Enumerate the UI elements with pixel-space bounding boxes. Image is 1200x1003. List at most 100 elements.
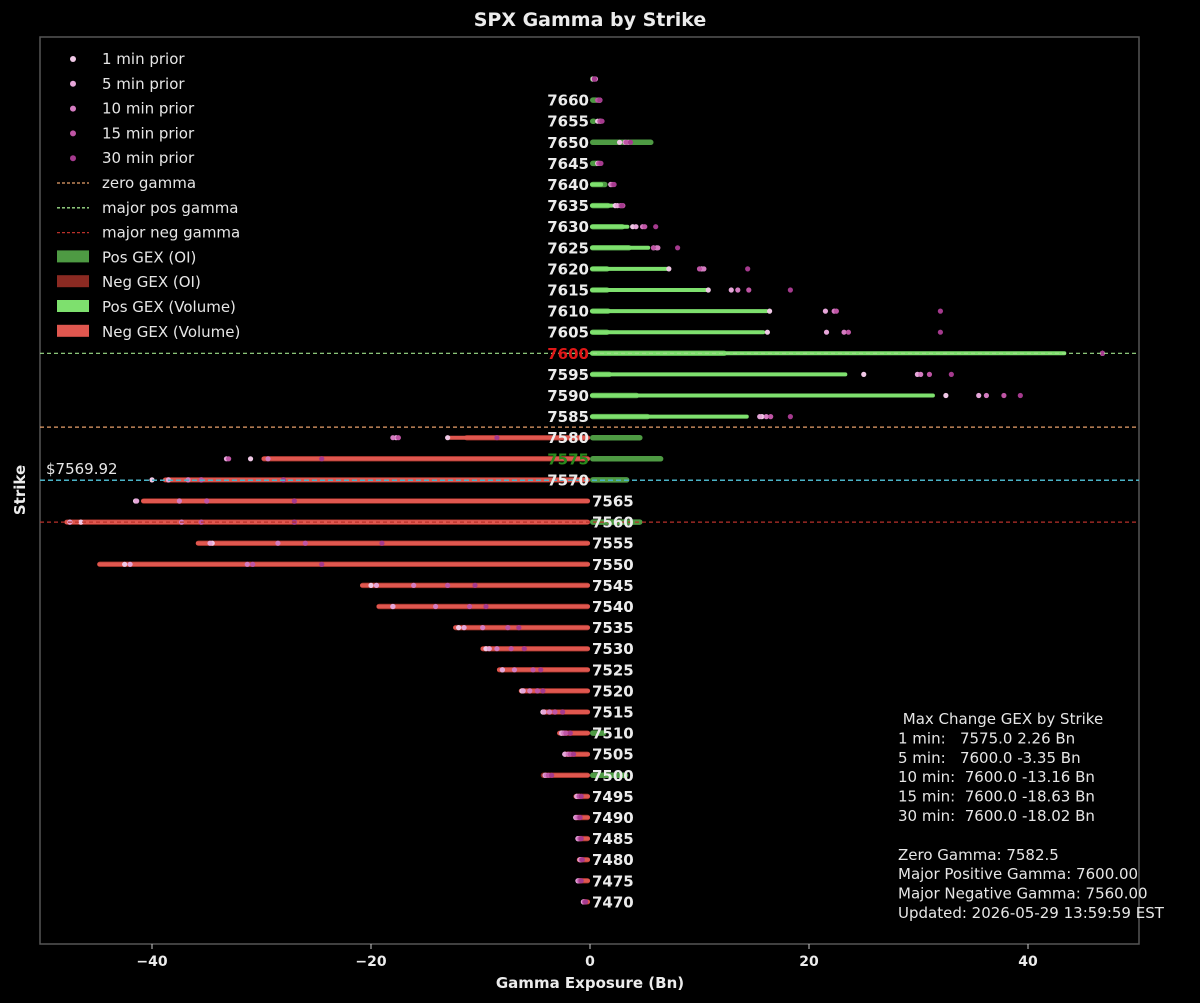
x-tick-label: 20 bbox=[799, 954, 819, 970]
prior-dot bbox=[494, 435, 500, 441]
strike-label: 7660 bbox=[547, 92, 589, 110]
prior-dot bbox=[861, 371, 867, 377]
prior-dot bbox=[642, 224, 648, 230]
legend-marker-dot bbox=[70, 80, 76, 87]
prior-dot bbox=[616, 139, 623, 145]
gex-bar bbox=[590, 203, 615, 208]
strike-label: 7535 bbox=[592, 619, 634, 637]
prior-dot bbox=[265, 456, 271, 462]
prior-dot bbox=[1001, 392, 1007, 399]
prior-dot bbox=[538, 667, 544, 673]
prior-dot bbox=[395, 435, 401, 441]
prior-dot bbox=[411, 582, 417, 589]
prior-dot bbox=[291, 498, 297, 504]
legend-label: 15 min prior bbox=[102, 124, 195, 142]
legend-label: 10 min prior bbox=[102, 100, 195, 118]
prior-dot bbox=[735, 287, 741, 293]
prior-dot bbox=[764, 329, 770, 335]
gex-bar bbox=[590, 309, 769, 314]
strike-labels-layer: 7660 7655 7650 7645 7640 7635 7630 7625 7620 7615… bbox=[547, 92, 634, 912]
prior-dot bbox=[247, 456, 254, 462]
gex-bar bbox=[546, 773, 590, 778]
legend-label: zero gamma bbox=[102, 174, 196, 192]
strike-label: 7530 bbox=[592, 640, 634, 658]
legend-label: major neg gamma bbox=[102, 224, 240, 242]
price-line-layer: $7569.92 bbox=[40, 460, 1139, 481]
prior-dot bbox=[655, 245, 661, 251]
prior-dot bbox=[456, 625, 462, 631]
strike-label: 7640 bbox=[547, 176, 589, 194]
strike-label: 7510 bbox=[592, 725, 634, 743]
prior-dot bbox=[472, 582, 478, 589]
gex-bar bbox=[590, 288, 711, 292]
prior-dot bbox=[483, 603, 489, 610]
prior-dot bbox=[445, 582, 451, 589]
legend-label: Neg GEX (OI) bbox=[102, 273, 201, 291]
strike-label: 7545 bbox=[592, 577, 634, 595]
prior-dot bbox=[675, 245, 681, 251]
strike-label: 7630 bbox=[547, 218, 589, 236]
gex-bar bbox=[590, 266, 672, 271]
legend-marker-dot bbox=[70, 130, 76, 137]
prior-dot bbox=[516, 625, 522, 631]
prior-dot bbox=[1099, 350, 1106, 356]
gex-bar bbox=[376, 604, 590, 609]
prior-dot bbox=[623, 139, 629, 145]
gex-bar bbox=[590, 414, 749, 419]
prior-dot bbox=[701, 266, 707, 272]
prior-dot bbox=[486, 646, 492, 652]
prior-dot bbox=[705, 287, 711, 293]
gex-bar bbox=[447, 435, 590, 440]
x-tick-label: −20 bbox=[355, 954, 386, 970]
prior-dot bbox=[983, 392, 989, 399]
strike-label: 7585 bbox=[547, 408, 589, 426]
strike-label: 7505 bbox=[592, 746, 634, 764]
gex-bar bbox=[590, 393, 935, 398]
prior-dot bbox=[552, 709, 558, 715]
reference-lines-layer bbox=[40, 352, 1139, 523]
prior-dot bbox=[937, 308, 944, 314]
strike-label: 7580 bbox=[547, 429, 589, 447]
prior-dot bbox=[461, 625, 467, 631]
prior-dot bbox=[728, 287, 734, 293]
prior-dot bbox=[226, 456, 232, 462]
gex-bar bbox=[590, 118, 597, 124]
gex-bar bbox=[261, 456, 590, 461]
prior-dot bbox=[757, 414, 763, 420]
prior-dot bbox=[204, 498, 210, 504]
prior-dot bbox=[319, 456, 325, 462]
prior-dot bbox=[540, 688, 546, 694]
prior-dot bbox=[611, 181, 617, 188]
prior-dots-layer bbox=[67, 76, 1106, 905]
prior-dot bbox=[390, 603, 396, 610]
prior-dot bbox=[696, 266, 703, 272]
prior-dot bbox=[583, 899, 589, 905]
strike-label: 7550 bbox=[592, 556, 634, 574]
prior-dot bbox=[577, 814, 583, 821]
legend-label: 30 min prior bbox=[102, 149, 195, 167]
prior-dot bbox=[505, 625, 511, 631]
strike-label: 7515 bbox=[592, 704, 634, 722]
prior-dot bbox=[78, 519, 84, 525]
strike-label: 7620 bbox=[547, 260, 589, 278]
prior-dot bbox=[597, 97, 603, 103]
strike-label: 7600 bbox=[547, 345, 589, 363]
strike-label: 7625 bbox=[547, 239, 589, 257]
strike-label: 7470 bbox=[592, 893, 634, 911]
prior-dot bbox=[627, 139, 634, 145]
prior-dot bbox=[546, 709, 553, 715]
prior-dot bbox=[599, 118, 605, 124]
prior-dot bbox=[745, 266, 751, 272]
legend-marker-patch bbox=[57, 250, 89, 263]
legend-marker-patch bbox=[57, 300, 89, 312]
prior-dot bbox=[653, 224, 659, 230]
prior-dot bbox=[578, 793, 584, 800]
strike-label: 7635 bbox=[547, 197, 589, 215]
prior-dot bbox=[578, 878, 584, 884]
prior-dot bbox=[527, 688, 533, 694]
prior-dot bbox=[433, 603, 439, 610]
x-axis-label: Gamma Exposure (Bn) bbox=[496, 974, 684, 992]
prior-dot bbox=[943, 392, 949, 399]
y-axis-label: Strike bbox=[11, 465, 29, 515]
prior-dot bbox=[841, 329, 847, 335]
